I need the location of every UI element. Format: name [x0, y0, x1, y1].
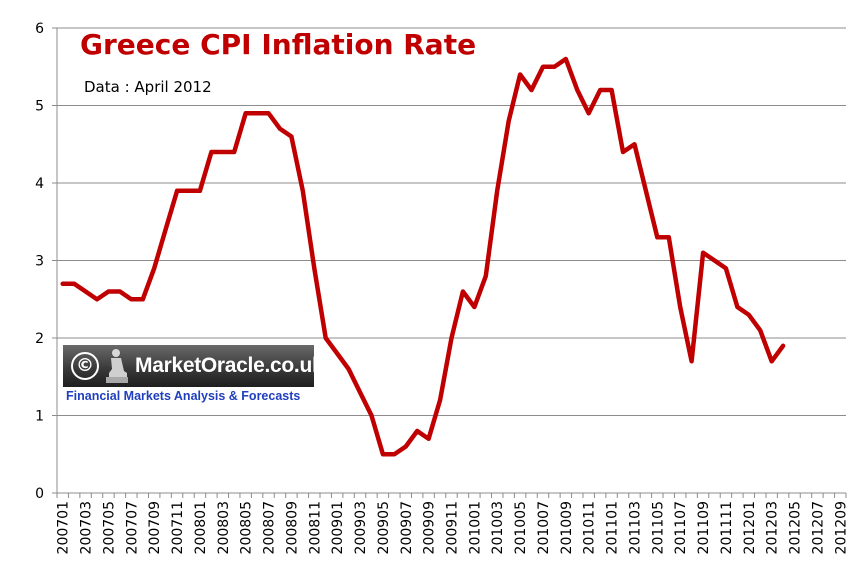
x-tick-label: 201009: [559, 501, 575, 554]
axes: [52, 27, 847, 498]
x-tick-label: 201011: [582, 501, 598, 554]
x-tick-label: 200907: [399, 501, 415, 554]
x-tick-label: 201111: [719, 501, 735, 554]
series-line-greece-cpi-inflation-rate: [60, 56, 786, 457]
x-tick-label: 201201: [742, 501, 758, 554]
x-tick-label: 201109: [696, 501, 712, 554]
x-tick-label: 200805: [239, 501, 255, 554]
series-line: [60, 56, 786, 457]
gridlines: [57, 27, 846, 416]
x-tick-label: 200703: [79, 501, 95, 554]
x-tick-label: 200711: [170, 501, 186, 554]
x-tick-label: 200705: [101, 501, 117, 554]
x-tick-label: 200905: [376, 501, 392, 554]
watermark-banner: © MarketOracle.co.uk: [63, 345, 324, 387]
chart-subtitle: Data : April 2012: [84, 78, 212, 96]
x-tick-label: 200701: [56, 501, 72, 554]
x-tick-label: 201203: [765, 501, 781, 554]
copyright-icon: ©: [71, 352, 99, 380]
y-tick-label: 0: [35, 486, 44, 502]
y-tick-label: 5: [35, 99, 44, 115]
x-tick-label: 201207: [810, 501, 826, 554]
x-tick-label: 200901: [330, 501, 346, 554]
y-tick-label: 1: [35, 409, 44, 425]
x-tick-label: 201103: [627, 501, 643, 554]
marketoracle-watermark: © MarketOracle.co.uk Financial Markets A…: [63, 345, 324, 407]
x-tick-label: 200707: [124, 501, 140, 554]
y-tick-label: 4: [35, 176, 44, 192]
x-tick-label: 201007: [536, 501, 552, 554]
x-tick-label: 201101: [605, 501, 621, 554]
x-tick-label: 201107: [673, 501, 689, 554]
y-tick-label: 6: [35, 21, 44, 37]
watermark-tagline-bar: Financial Markets Analysis & Forecasts: [63, 387, 314, 407]
x-tick-labels: 200701 200703 200705 200707 200709 200711 2008…: [56, 501, 850, 554]
x-tick-label: 200911: [445, 501, 461, 554]
x-tick-label: 201105: [650, 501, 666, 554]
x-tick-label: 200709: [147, 501, 163, 554]
y-tick-label: 2: [35, 331, 44, 347]
x-tick-label: 201005: [513, 501, 529, 554]
x-tick-label: 201209: [833, 501, 849, 554]
x-tick-label: 200903: [353, 501, 369, 554]
y-tick-label: 3: [35, 254, 44, 270]
watermark-brand: MarketOracle.co.uk: [135, 354, 324, 377]
x-tick-label: 200809: [284, 501, 300, 554]
y-tick-labels: 0 1 2 3 4 5 6: [35, 21, 44, 502]
chart-title: Greece CPI Inflation Rate: [80, 28, 477, 61]
x-tick-label: 200811: [307, 501, 323, 554]
x-tick-label: 200801: [193, 501, 209, 554]
x-tick-label: 201003: [490, 501, 506, 554]
x-tick-label: 201205: [788, 501, 804, 554]
x-tick-label: 200803: [216, 501, 232, 554]
x-tick-label: 200909: [422, 501, 438, 554]
x-tick-label: 201001: [467, 501, 483, 554]
watermark-tagline: Financial Markets Analysis & Forecasts: [66, 389, 301, 403]
statue-icon: [106, 349, 128, 383]
x-tick-label: 200807: [262, 501, 278, 554]
